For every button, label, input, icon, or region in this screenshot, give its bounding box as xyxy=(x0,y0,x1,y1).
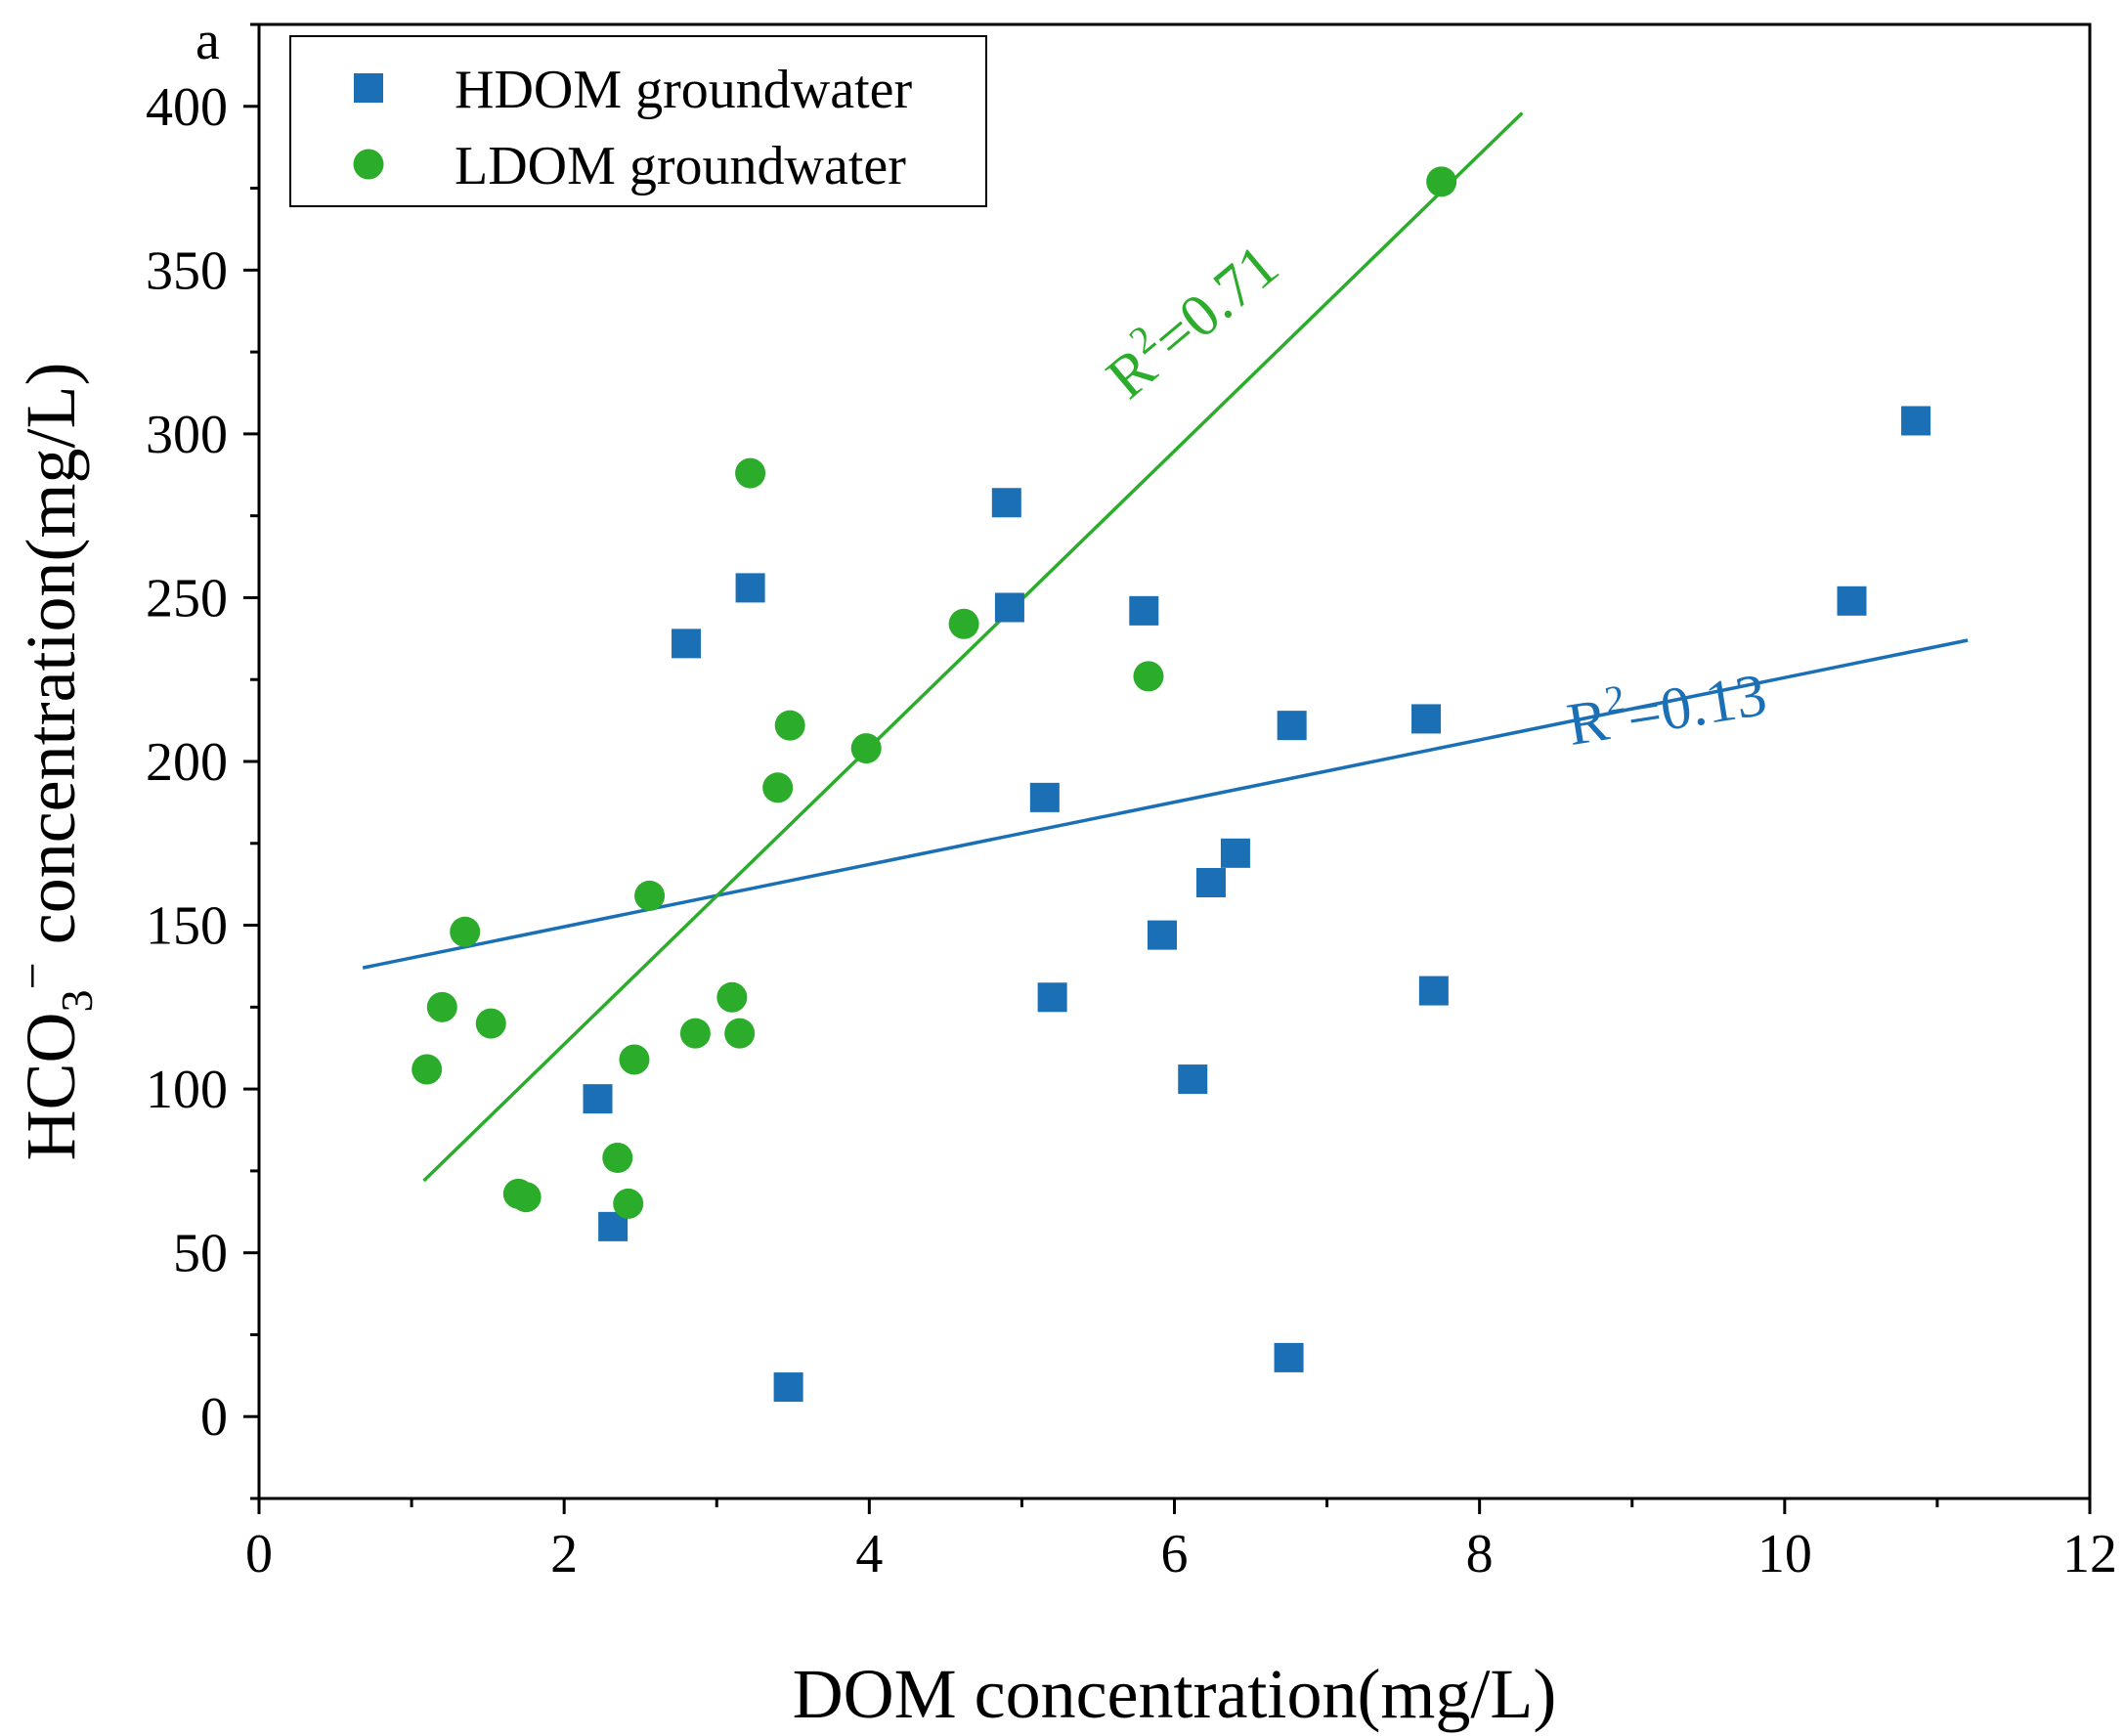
hdom-point xyxy=(735,573,765,603)
ldom-point xyxy=(735,457,766,489)
r-squared-label-1: R2=0.13 xyxy=(1562,654,1771,759)
hdom-point xyxy=(583,1084,613,1114)
ldom-point xyxy=(450,916,481,947)
y-tick-label: 100 xyxy=(146,1060,228,1120)
hdom-point xyxy=(994,592,1024,623)
y-axis-title-base: HCO xyxy=(12,1012,90,1160)
r-squared-label-2: R2=0.71 xyxy=(1090,226,1291,412)
x-axis-title: DOM concentration(mg/L) xyxy=(793,1655,1557,1733)
x-tick-label: 10 xyxy=(1757,1524,1812,1584)
hdom-point xyxy=(672,629,702,659)
ldom-point xyxy=(679,1018,711,1049)
legend-label: HDOM groundwater xyxy=(455,60,912,120)
y-tick-label: 200 xyxy=(146,732,228,793)
ldom-point xyxy=(426,991,457,1022)
data-points xyxy=(412,166,1931,1403)
y-axis-title-subscript: 3 xyxy=(52,989,102,1012)
y-tick-label: 300 xyxy=(146,405,228,465)
ldom-point xyxy=(510,1182,542,1213)
ldom-point xyxy=(716,981,748,1013)
y-axis-title-superscript: − xyxy=(5,962,60,989)
panel-label: a xyxy=(195,11,220,71)
y-axis-title: HCO3− concentration(mg/L) xyxy=(5,363,102,1161)
y-axis-title-rest: concentration(mg/L) xyxy=(12,363,90,963)
axis-labels: 0 2 4 6 8 10 12 0 50 100 150 200 250 300 350 400 DOM con… xyxy=(5,11,2117,1733)
hdom-point xyxy=(1274,1342,1304,1372)
y-tick-label: 250 xyxy=(146,568,228,629)
x-tick-label: 12 xyxy=(2062,1524,2117,1584)
ldom-point xyxy=(774,710,805,741)
hdom-point xyxy=(1029,782,1060,812)
x-tick-label: 2 xyxy=(550,1524,578,1584)
fit-line-1 xyxy=(362,638,1969,970)
ldom-point xyxy=(1133,661,1164,692)
y-tick-label: 350 xyxy=(146,240,228,301)
plot-frame xyxy=(257,22,2092,1500)
hdom-point xyxy=(1220,838,1250,868)
legend: HDOM groundwater LDOM groundwater xyxy=(289,35,987,207)
ldom-point xyxy=(619,1044,650,1075)
ldom-point xyxy=(613,1188,644,1219)
hdom-point xyxy=(1418,976,1449,1006)
ldom-point xyxy=(475,1008,506,1039)
hdom-point xyxy=(1277,711,1307,741)
ldom-point xyxy=(762,772,794,803)
legend-label: LDOM groundwater xyxy=(455,136,906,196)
fit-line-2 xyxy=(422,111,1524,1183)
r-squared-label-rest: =0.71 xyxy=(1141,232,1291,372)
x-tick-label: 0 xyxy=(245,1524,273,1584)
ldom-point xyxy=(1426,166,1457,197)
r-squared-label-rest: =0.13 xyxy=(1622,662,1770,750)
y-tick-label: 400 xyxy=(146,77,228,138)
ldom-point xyxy=(634,880,666,911)
hdom-point xyxy=(1148,920,1178,950)
ldom-point xyxy=(602,1142,633,1173)
x-tick-label: 6 xyxy=(1161,1524,1189,1584)
hdom-point xyxy=(1411,704,1442,734)
y-tick-label: 50 xyxy=(173,1224,228,1284)
hdom-point xyxy=(1195,867,1226,897)
legend-box xyxy=(289,35,987,207)
hdom-point xyxy=(773,1372,803,1403)
ldom-point xyxy=(948,608,979,639)
ldom-point xyxy=(724,1018,756,1049)
fit-lines: R2=0.13 R2=0.71 xyxy=(362,111,1969,1183)
y-tick-label: 150 xyxy=(146,896,228,957)
hdom-point xyxy=(1837,586,1867,616)
y-tick-label: 0 xyxy=(200,1387,228,1448)
hdom-point xyxy=(1178,1064,1208,1095)
hdom-point xyxy=(1129,595,1159,626)
x-tick-label: 4 xyxy=(855,1524,883,1584)
ldom-point xyxy=(412,1054,443,1085)
legend-marker-circle xyxy=(353,149,384,180)
ldom-point xyxy=(850,733,882,764)
hdom-point xyxy=(1901,406,1931,436)
hdom-point xyxy=(1037,982,1067,1013)
x-tick-label: 8 xyxy=(1466,1524,1494,1584)
legend-marker-square xyxy=(354,73,383,103)
hdom-point xyxy=(991,488,1021,518)
axes xyxy=(243,22,2092,1514)
